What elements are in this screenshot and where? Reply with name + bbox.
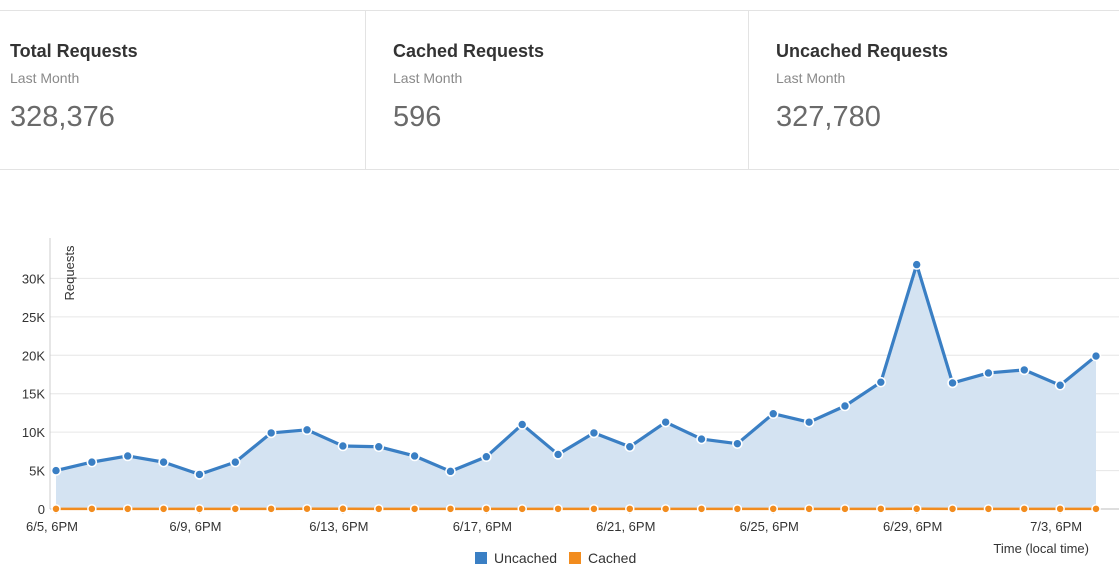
cached-point[interactable] xyxy=(517,504,527,514)
x-tick-label: 6/17, 6PM xyxy=(453,519,512,534)
stat-card-total: Total Requests Last Month 328,376 xyxy=(0,11,366,169)
stat-title: Cached Requests xyxy=(393,41,545,61)
cached-point[interactable] xyxy=(158,504,169,514)
y-tick-label: 15K xyxy=(22,387,45,402)
y-axis-title: Requests xyxy=(62,245,77,300)
uncached-point[interactable] xyxy=(552,449,564,460)
uncached-point[interactable] xyxy=(230,456,241,468)
cached-point[interactable] xyxy=(481,504,492,514)
uncached-point[interactable] xyxy=(803,416,815,428)
uncached-line xyxy=(55,262,1098,477)
x-tick-label: 6/21, 6PM xyxy=(596,519,655,534)
uncached-point[interactable] xyxy=(1090,350,1102,362)
cached-point[interactable] xyxy=(122,504,133,514)
y-tick-label: 30K xyxy=(22,271,45,286)
cached-point[interactable] xyxy=(230,504,241,514)
cached-point[interactable] xyxy=(732,504,743,514)
stat-subtitle: Last Month xyxy=(776,70,846,86)
uncached-point[interactable] xyxy=(373,441,385,453)
uncached-point[interactable] xyxy=(732,438,743,449)
y-tick-label: 0 xyxy=(38,502,45,517)
uncached-point[interactable] xyxy=(516,419,528,430)
uncached-point[interactable] xyxy=(158,456,169,468)
cached-point[interactable] xyxy=(553,504,563,514)
stat-value: 328,376 xyxy=(10,101,115,133)
uncached-point[interactable] xyxy=(624,441,636,453)
stat-subtitle: Last Month xyxy=(10,70,80,86)
uncached-point[interactable] xyxy=(445,466,456,477)
y-tick-label: 25K xyxy=(22,310,45,325)
cached-point[interactable] xyxy=(768,504,778,514)
uncached-point[interactable] xyxy=(839,400,851,412)
x-tick-label: 6/5, 6PM xyxy=(26,519,78,534)
x-tick-label: 7/3, 6PM xyxy=(1030,519,1082,534)
uncached-area xyxy=(56,264,1096,509)
cached-point[interactable] xyxy=(374,504,384,514)
cached-point[interactable] xyxy=(194,504,205,514)
uncached-point[interactable] xyxy=(50,465,62,476)
cached-point[interactable] xyxy=(947,504,958,514)
stat-value: 596 xyxy=(393,101,442,133)
uncached-point[interactable] xyxy=(337,440,349,452)
stat-title: Uncached Requests xyxy=(776,41,949,61)
cached-point[interactable] xyxy=(696,504,707,514)
uncached-point[interactable] xyxy=(86,456,98,468)
uncached-point[interactable] xyxy=(122,450,134,462)
cached-point[interactable] xyxy=(1055,504,1065,514)
uncached-point[interactable] xyxy=(875,376,887,388)
stat-subtitle: Last Month xyxy=(393,70,463,86)
uncached-point[interactable] xyxy=(983,367,994,379)
uncached-point[interactable] xyxy=(481,451,492,463)
cached-point[interactable] xyxy=(589,504,599,514)
cached-point[interactable] xyxy=(445,504,456,514)
cached-point[interactable] xyxy=(840,504,850,514)
uncached-point[interactable] xyxy=(301,424,313,436)
uncached-point[interactable] xyxy=(767,408,779,419)
cached-point[interactable] xyxy=(409,504,420,514)
cached-point[interactable] xyxy=(1091,504,1101,514)
uncached-point[interactable] xyxy=(588,427,600,439)
uncached-point[interactable] xyxy=(696,433,707,445)
cached-point[interactable] xyxy=(876,504,886,514)
cached-point[interactable] xyxy=(983,504,994,514)
stat-card-cached: Cached Requests Last Month 596 xyxy=(366,11,749,169)
cached-point[interactable] xyxy=(266,504,276,514)
cached-point[interactable] xyxy=(625,504,635,514)
stat-title: Total Requests xyxy=(10,41,138,61)
cached-point[interactable] xyxy=(51,504,61,514)
uncached-point[interactable] xyxy=(265,427,277,439)
uncached-point[interactable] xyxy=(1018,364,1030,376)
uncached-point[interactable] xyxy=(1054,379,1066,391)
stats-row: Total Requests Last Month 328,376 Cached… xyxy=(0,10,1119,170)
uncached-point[interactable] xyxy=(409,450,420,462)
cached-point[interactable] xyxy=(804,504,814,514)
legend-label-uncached[interactable]: Uncached xyxy=(494,550,557,566)
y-tick-label: 10K xyxy=(22,425,45,440)
x-tick-label: 6/9, 6PM xyxy=(169,519,221,534)
stat-card-uncached: Uncached Requests Last Month 327,780 xyxy=(749,11,1119,169)
uncached-point[interactable] xyxy=(911,259,922,270)
legend-swatch-cached xyxy=(569,552,581,564)
uncached-point[interactable] xyxy=(947,377,958,389)
cached-point[interactable] xyxy=(660,504,671,514)
cached-point[interactable] xyxy=(1019,504,1030,514)
cached-point[interactable] xyxy=(302,503,312,514)
y-tick-label: 20K xyxy=(22,348,45,363)
y-tick-label: 5K xyxy=(29,464,45,479)
x-tick-label: 6/13, 6PM xyxy=(309,519,368,534)
legend-label-cached[interactable]: Cached xyxy=(588,550,636,566)
uncached-point[interactable] xyxy=(660,416,671,428)
x-tick-label: 6/29, 6PM xyxy=(883,519,942,534)
cached-point[interactable] xyxy=(338,504,348,514)
cached-point[interactable] xyxy=(911,504,922,514)
x-axis-title: Time (local time) xyxy=(993,541,1089,556)
requests-chart: 0 5K 10K 15K 20K 25K 30K Requests 6/5, 6PM 6/9, 6… xyxy=(22,238,1119,566)
legend-swatch-uncached xyxy=(475,552,487,564)
cached-point[interactable] xyxy=(87,504,97,514)
uncached-point[interactable] xyxy=(194,469,205,480)
x-tick-label: 6/25, 6PM xyxy=(740,519,799,534)
stat-value: 327,780 xyxy=(776,101,881,133)
